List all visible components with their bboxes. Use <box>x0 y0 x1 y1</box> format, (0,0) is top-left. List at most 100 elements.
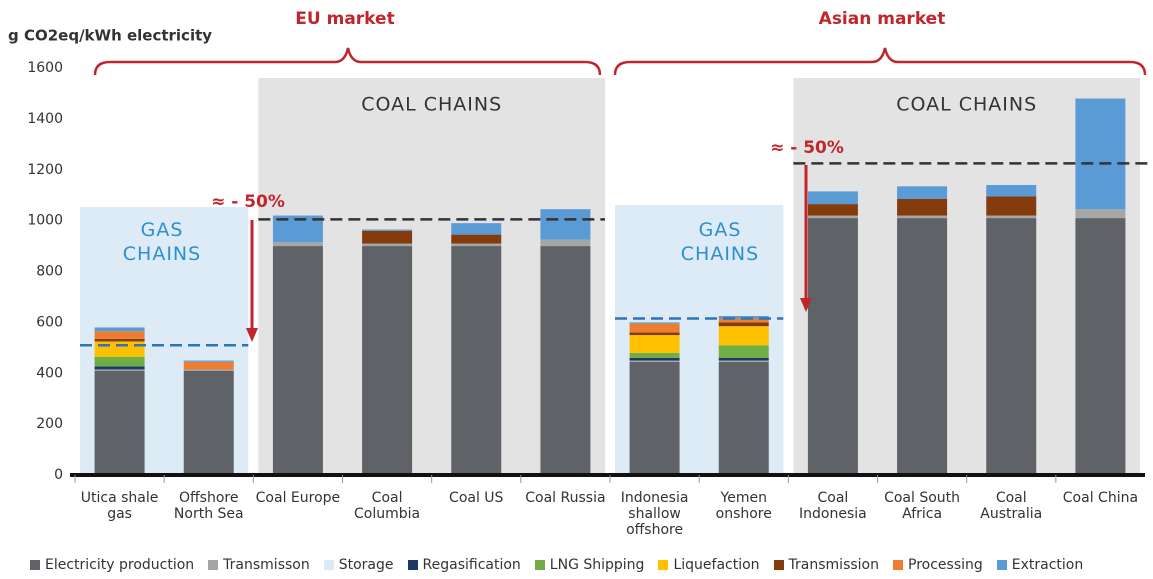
bar-segment <box>1075 218 1126 476</box>
legend-label: Extraction <box>1011 557 1084 573</box>
legend-item: Extraction <box>996 557 1084 573</box>
legend-label: Transmission <box>788 557 879 573</box>
legend-item: Transmisson <box>208 557 310 573</box>
legend-swatch <box>30 560 40 570</box>
bar-segment <box>183 370 234 475</box>
bar-segment <box>718 322 769 327</box>
bar-segment <box>94 370 145 475</box>
legend-swatch <box>996 560 1007 570</box>
x-tick-label: Offshore North Sea <box>173 490 244 522</box>
bar-segment <box>807 191 858 205</box>
gas-chains-label: GAS CHAINS <box>122 219 202 265</box>
x-tick-label: Indonesia shallow offshore <box>620 490 689 538</box>
bar-segment <box>629 323 680 333</box>
x-tick-label: Coal Columbia <box>354 490 421 522</box>
y-tick-label: 400 <box>36 365 63 381</box>
legend-label: LNG Shipping <box>549 557 645 573</box>
bar-segment <box>718 345 769 358</box>
y-tick-label: 1400 <box>27 111 63 127</box>
bar-segment <box>362 243 413 247</box>
arrow-head <box>800 298 812 312</box>
bar-segment <box>1075 98 1126 210</box>
x-tick-label: Coal Australia <box>980 490 1043 522</box>
legend-swatch <box>893 560 903 570</box>
bar-segment <box>183 360 234 362</box>
bar-segment <box>362 229 413 231</box>
y-tick-label: 800 <box>36 264 63 280</box>
market-label: Asian market <box>819 9 946 29</box>
bar-segment <box>272 246 323 475</box>
legend-label: Processing <box>908 557 983 573</box>
legend-label: Regasification <box>422 557 521 573</box>
bar-segment <box>94 369 145 371</box>
bar-segment <box>94 338 145 342</box>
x-tick-label: Coal South Africa <box>884 490 961 522</box>
y-tick-label: 0 <box>54 467 63 483</box>
bar-segment <box>540 246 591 475</box>
legend-swatch <box>208 560 219 570</box>
market-label: EU market <box>295 9 394 29</box>
legend-swatch <box>407 560 418 570</box>
legend-item: Liquefaction <box>658 557 760 573</box>
bar-segment <box>451 234 502 244</box>
legend-label: Electricity production <box>45 557 195 573</box>
legend-swatch <box>658 560 669 570</box>
bar-segment <box>183 369 234 371</box>
bar-segment <box>986 215 1037 219</box>
reduction-label: ≈ - 50% <box>770 138 844 158</box>
bar-segment <box>986 218 1037 476</box>
y-tick-label: 1000 <box>27 213 63 229</box>
bar-segment <box>1075 209 1126 219</box>
legend-item: Regasification <box>407 557 521 573</box>
legend-label: Transmisson <box>223 557 310 573</box>
bar-segment <box>807 218 858 476</box>
x-tick-label: Utica shale gas <box>80 490 159 522</box>
x-tick-label: Coal Europe <box>255 490 341 506</box>
bar-segment <box>451 246 502 475</box>
legend-label: Storage <box>338 557 394 573</box>
bar-segment <box>272 242 323 247</box>
bar-segment <box>807 204 858 216</box>
y-tick-label: 1200 <box>27 162 63 178</box>
bar-segment <box>629 357 680 361</box>
bar-segment <box>897 218 948 476</box>
bar-segment <box>362 246 413 475</box>
bar-segment <box>718 318 769 323</box>
bar-segment <box>451 223 502 235</box>
bar-segment <box>718 316 769 319</box>
bar-segment <box>540 209 591 240</box>
bar-segment <box>451 243 502 247</box>
bar-segment <box>718 361 769 475</box>
y-axis-label: g CO2eq/kWh electricity <box>8 27 212 45</box>
bar-segment <box>897 186 948 200</box>
bar-segment <box>718 357 769 361</box>
arrow-head <box>246 328 258 342</box>
bar-segment <box>986 196 1037 216</box>
bar-segment <box>183 361 234 370</box>
legend-item: Transmission <box>773 557 879 573</box>
x-tick-label: Coal Indonesia <box>799 490 867 522</box>
bar-segment <box>897 215 948 219</box>
legend-item: Electricity production <box>30 557 194 573</box>
bracket <box>93 47 602 76</box>
bar-segment <box>629 332 680 336</box>
bar-segment <box>94 331 145 339</box>
bar-segment <box>629 322 680 324</box>
legend-item: Processing <box>893 557 983 573</box>
bar-segment <box>629 335 680 353</box>
bar-segment <box>94 366 145 370</box>
bar-segment <box>362 230 413 244</box>
y-tick-label: 200 <box>36 416 63 432</box>
bar-segment <box>629 352 680 358</box>
legend: Electricity production Transmisson Storage… <box>30 557 1150 573</box>
bar-segment <box>897 199 948 216</box>
legend-swatch <box>323 560 334 570</box>
bracket <box>613 47 1147 76</box>
bar-segment <box>986 185 1037 197</box>
x-tick-label: Coal US <box>449 490 504 506</box>
bar-segment <box>540 239 591 247</box>
x-tick-label: Coal Russia <box>525 490 606 506</box>
bar-segment <box>629 361 680 475</box>
